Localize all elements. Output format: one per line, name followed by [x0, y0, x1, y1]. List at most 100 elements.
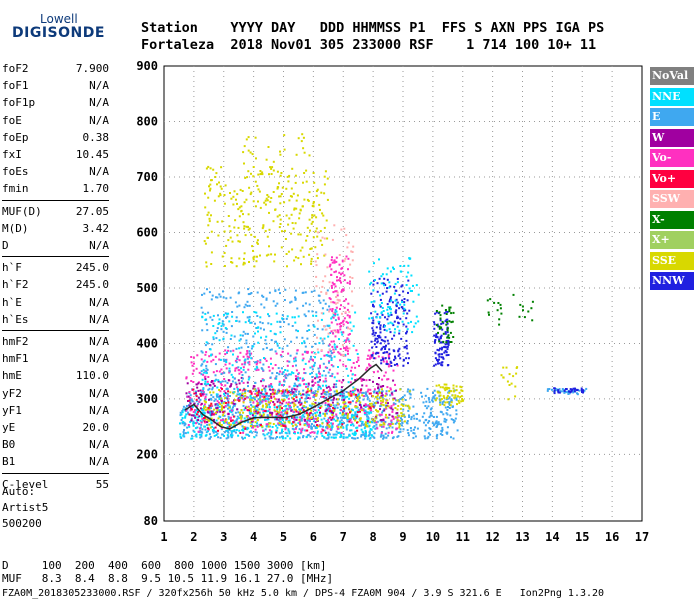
- echo-point: [344, 311, 347, 314]
- echo-point: [306, 429, 309, 432]
- echo-point: [361, 409, 363, 412]
- echo-point: [252, 420, 254, 423]
- echo-point: [331, 416, 334, 419]
- echo-point: [375, 346, 378, 348]
- echo-point: [211, 412, 214, 415]
- echo-point: [361, 394, 364, 397]
- echo-point: [406, 352, 409, 355]
- echo-point: [275, 431, 278, 434]
- echo-point: [199, 419, 202, 422]
- echo-point: [349, 276, 352, 279]
- echo-point: [446, 329, 449, 332]
- echo-point: [222, 337, 225, 340]
- echo-point: [399, 430, 402, 433]
- echo-point: [384, 407, 387, 410]
- echo-point: [247, 405, 250, 408]
- echo-point: [254, 136, 257, 139]
- echo-point: [321, 384, 324, 387]
- echo-point: [451, 406, 454, 408]
- echo-point: [334, 348, 337, 351]
- echo-point: [446, 394, 449, 397]
- echo-point: [238, 372, 241, 375]
- echo-point: [335, 415, 338, 418]
- echo-point: [244, 371, 247, 374]
- x-tick-label: 2: [190, 530, 197, 544]
- echo-point: [439, 317, 442, 320]
- echo-point: [241, 374, 244, 376]
- echo-point: [262, 408, 265, 411]
- echo-point: [334, 313, 337, 316]
- echo-point: [244, 358, 247, 361]
- echo-point: [191, 437, 194, 440]
- echo-point: [399, 419, 402, 422]
- echo-point: [388, 426, 391, 429]
- echo-point: [268, 406, 271, 409]
- echo-point: [277, 367, 280, 370]
- echo-point: [210, 413, 213, 416]
- echo-point: [238, 397, 241, 400]
- echo-point: [351, 423, 354, 426]
- echo-point: [319, 239, 322, 242]
- echo-point: [264, 203, 267, 206]
- echo-point: [230, 436, 233, 439]
- echo-point: [245, 415, 248, 418]
- echo-point: [452, 437, 455, 440]
- echo-point: [382, 325, 385, 328]
- echo-point: [235, 347, 238, 350]
- echo-point: [243, 145, 246, 148]
- echo-point: [293, 405, 295, 408]
- echo-point: [373, 357, 376, 360]
- echo-point: [228, 362, 231, 365]
- echo-point: [220, 166, 223, 169]
- echo-point: [274, 290, 277, 293]
- echo-point: [276, 186, 279, 188]
- echo-point: [195, 383, 198, 386]
- echo-point: [347, 374, 350, 377]
- echo-point: [233, 377, 236, 380]
- echo-point: [203, 292, 206, 295]
- echo-point: [281, 314, 284, 317]
- echo-point: [406, 429, 409, 432]
- echo-point: [332, 415, 335, 418]
- echo-point: [383, 409, 386, 412]
- echo-point: [380, 433, 383, 436]
- echo-point: [508, 373, 511, 376]
- echo-point: [391, 426, 394, 429]
- echo-point: [283, 421, 286, 424]
- echo-point: [189, 409, 192, 412]
- echo-point: [291, 167, 294, 170]
- echo-point: [333, 383, 336, 386]
- echo-point: [349, 401, 352, 404]
- echo-point: [332, 301, 335, 304]
- echo-point: [233, 335, 236, 338]
- echo-point: [364, 406, 367, 408]
- echo-point: [287, 394, 290, 397]
- echo-point: [259, 398, 262, 401]
- echo-point: [257, 411, 260, 414]
- echo-point: [301, 377, 304, 380]
- echo-point: [271, 388, 274, 391]
- echo-point: [347, 401, 350, 404]
- echo-point: [354, 430, 357, 433]
- echo-point: [429, 414, 432, 417]
- echo-point: [448, 306, 451, 309]
- echo-point: [285, 417, 288, 420]
- echo-point: [384, 336, 387, 339]
- echo-point: [318, 380, 321, 383]
- echo-point: [314, 230, 317, 233]
- echo-point: [300, 394, 303, 397]
- param-name: hmE: [2, 369, 22, 383]
- echo-point: [246, 420, 249, 423]
- echo-point: [306, 397, 309, 399]
- echo-point: [269, 200, 272, 203]
- echo-point: [211, 388, 214, 391]
- echo-point: [233, 430, 236, 433]
- echo-point: [289, 437, 292, 440]
- echo-point: [382, 436, 385, 439]
- echo-point: [443, 312, 446, 315]
- echo-point: [435, 334, 438, 337]
- echo-point: [285, 401, 288, 404]
- echo-point: [338, 254, 341, 256]
- echo-point: [235, 357, 238, 360]
- x-tick-label: 15: [575, 530, 589, 544]
